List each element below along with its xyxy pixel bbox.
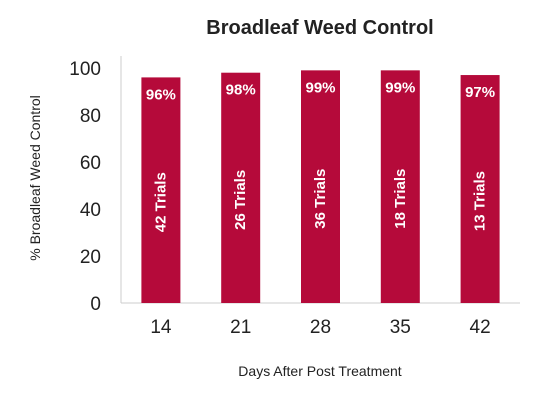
- y-tick-labels: 0 20 40 60 80 100: [69, 59, 101, 315]
- x-tick-label: 28: [310, 317, 331, 338]
- x-tick-label: 35: [390, 317, 411, 338]
- bar: [221, 72, 261, 303]
- y-tick-label: 40: [80, 200, 101, 221]
- chart-title: Broadleaf Weed Control: [206, 17, 433, 39]
- x-tick-label: 21: [230, 317, 251, 338]
- y-tick-label: 60: [80, 153, 101, 174]
- x-tick-labels: 14 21 28 35 42: [150, 317, 490, 338]
- bar-value-label: 99%: [385, 79, 415, 96]
- bar: [301, 70, 340, 303]
- bar-trial-label: 42 Trials: [152, 172, 169, 232]
- bar-trial-label: 36 Trials: [312, 169, 329, 229]
- y-tick-label: 0: [90, 294, 101, 315]
- bars: 96% 42 Trials 98% 26 Trials 99% 36 Trials 99% 1…: [141, 70, 500, 304]
- bar-trial-label: 13 Trials: [472, 171, 489, 231]
- bar: [141, 77, 181, 304]
- y-axis-title: % Broadleaf Weed Control: [27, 95, 43, 261]
- y-tick-label: 80: [80, 106, 101, 127]
- bar: [460, 75, 500, 303]
- bar-trial-label: 18 Trials: [392, 169, 409, 229]
- x-tick-label: 42: [470, 317, 491, 338]
- bar-value-label: 97%: [465, 84, 495, 101]
- y-tick-label: 20: [80, 247, 101, 268]
- bar-value-label: 96%: [146, 86, 176, 103]
- bar-value-label: 99%: [305, 79, 335, 96]
- bar-value-label: 98%: [226, 82, 256, 99]
- y-tick-label: 100: [69, 59, 101, 80]
- bar-trial-label: 26 Trials: [232, 170, 249, 230]
- x-axis-title: Days After Post Treatment: [238, 363, 402, 379]
- bar: [380, 70, 420, 303]
- x-tick-label: 14: [150, 317, 172, 338]
